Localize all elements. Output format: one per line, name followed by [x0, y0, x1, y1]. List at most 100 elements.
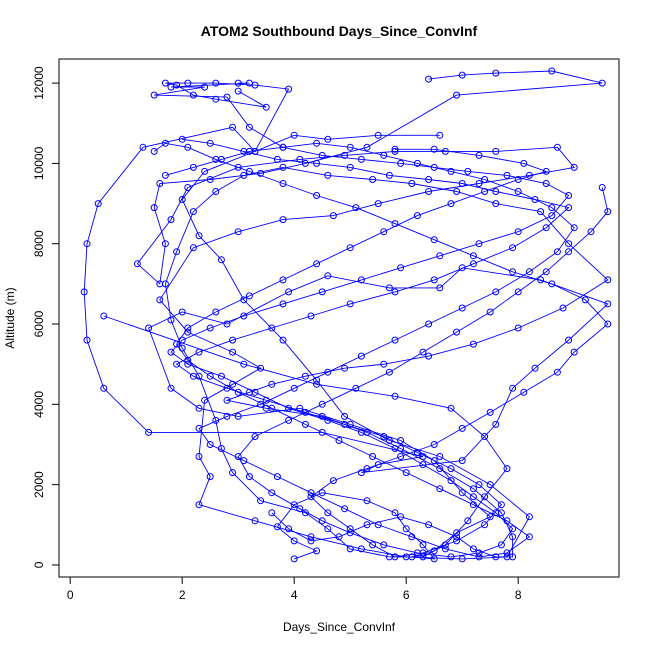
data-point	[397, 159, 405, 167]
data-point	[184, 324, 192, 332]
data-point	[80, 288, 88, 296]
data-point	[391, 509, 399, 517]
data-point	[145, 428, 153, 436]
series-6	[161, 139, 578, 561]
data-point	[240, 312, 248, 320]
data-point	[492, 147, 500, 155]
data-point	[514, 324, 522, 332]
data-point	[598, 79, 606, 87]
data-point	[307, 312, 315, 320]
data-point	[212, 95, 220, 103]
data-point	[234, 163, 242, 171]
data-point	[212, 188, 220, 195]
data-point	[352, 204, 360, 212]
data-point	[391, 147, 399, 155]
data-point	[565, 192, 573, 199]
data-point	[570, 348, 578, 356]
data-point	[413, 549, 421, 557]
data-point	[357, 155, 365, 163]
data-point	[251, 517, 259, 525]
data-point	[301, 509, 309, 517]
data-point	[441, 545, 449, 553]
data-point	[469, 260, 477, 268]
data-point	[150, 147, 158, 155]
data-point	[195, 232, 203, 240]
data-point	[318, 151, 326, 159]
data-point	[313, 380, 321, 388]
data-point	[133, 260, 141, 268]
data-point	[201, 396, 209, 404]
data-point	[223, 93, 231, 101]
data-point	[217, 372, 225, 380]
data-point	[475, 549, 483, 557]
data-point	[268, 404, 276, 412]
data-point	[363, 521, 371, 529]
data-point	[234, 87, 242, 95]
data-point	[229, 348, 237, 356]
data-point	[458, 489, 466, 497]
data-point	[245, 473, 253, 481]
data-point	[313, 260, 321, 268]
data-point	[363, 465, 371, 473]
data-point	[492, 288, 500, 296]
data-point	[335, 437, 343, 444]
data-point	[509, 525, 517, 533]
data-point	[279, 143, 287, 151]
data-point	[509, 384, 517, 392]
data-point	[161, 171, 169, 179]
data-point	[189, 372, 197, 380]
data-point	[341, 364, 349, 372]
data-point	[341, 412, 349, 420]
data-point	[441, 541, 449, 549]
data-point	[413, 212, 421, 220]
data-point	[486, 308, 494, 316]
y-tick-label: 2000	[32, 471, 46, 498]
data-point	[324, 416, 332, 424]
x-axis: 0 2 4 6 8	[67, 576, 522, 602]
data-point	[430, 555, 438, 563]
series-line	[136, 70, 603, 560]
data-point	[240, 457, 248, 465]
data-point	[385, 368, 393, 376]
data-point	[357, 469, 365, 477]
data-point	[436, 453, 444, 460]
data-point	[173, 340, 181, 348]
data-point	[346, 300, 354, 308]
data-point	[251, 388, 259, 396]
data-point	[402, 525, 410, 533]
data-point	[587, 228, 595, 236]
data-point	[341, 151, 349, 159]
data-point	[447, 553, 455, 561]
data-point	[469, 501, 477, 509]
data-point	[458, 424, 466, 432]
data-point	[475, 481, 483, 489]
data-point	[290, 555, 298, 563]
data-point	[206, 139, 214, 147]
data-point	[385, 171, 393, 179]
data-point	[447, 477, 455, 485]
data-point	[430, 457, 438, 465]
data-point	[503, 517, 511, 525]
data-point	[223, 384, 231, 392]
data-point	[548, 204, 556, 212]
data-point	[156, 180, 164, 187]
data-point	[195, 501, 203, 509]
data-point	[514, 188, 522, 195]
data-point	[173, 360, 181, 368]
data-point	[559, 304, 567, 312]
plot-frame	[58, 58, 620, 578]
data-point	[318, 288, 326, 296]
data-point	[156, 296, 164, 304]
data-point	[458, 457, 466, 465]
data-point	[514, 176, 522, 183]
data-point	[565, 240, 573, 248]
data-point	[167, 216, 175, 224]
data-point	[234, 412, 242, 420]
series-4	[150, 135, 612, 561]
data-point	[234, 228, 242, 236]
data-point	[581, 296, 589, 304]
data-point	[492, 553, 500, 561]
data-point	[357, 276, 365, 284]
data-point	[481, 433, 489, 440]
data-point	[335, 533, 343, 541]
